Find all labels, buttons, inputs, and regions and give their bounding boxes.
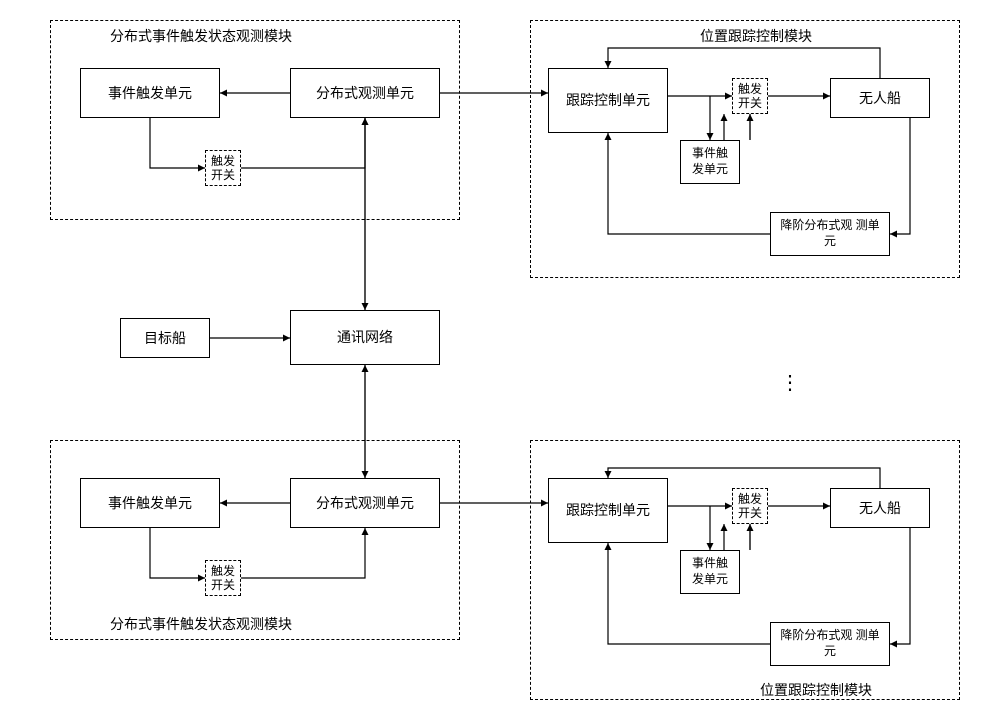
node-br-track: 跟踪控制单元 <box>548 478 668 543</box>
node-network: 通讯网络 <box>290 310 440 365</box>
node-bl-switch: 触发 开关 <box>205 560 241 596</box>
node-tr-usv: 无人船 <box>830 78 930 118</box>
title-top-right: 位置跟踪控制模块 <box>700 26 812 46</box>
module-bot-left <box>50 440 460 640</box>
title-bot-right: 位置跟踪控制模块 <box>760 680 872 700</box>
ellipsis: ⋮ <box>780 370 800 395</box>
node-br-usv: 无人船 <box>830 488 930 528</box>
node-tr-track: 跟踪控制单元 <box>548 68 668 133</box>
node-br-event: 事件触 发单元 <box>680 550 740 594</box>
node-tl-obs: 分布式观测单元 <box>290 68 440 118</box>
node-tr-robs: 降阶分布式观 测单元 <box>770 212 890 256</box>
module-top-right <box>530 20 960 278</box>
module-top-left <box>50 20 460 220</box>
node-tr-switch: 触发 开关 <box>732 78 768 114</box>
title-top-left: 分布式事件触发状态观测模块 <box>110 26 292 46</box>
node-tr-event: 事件触 发单元 <box>680 140 740 184</box>
node-bl-event: 事件触发单元 <box>80 478 220 528</box>
node-tl-switch: 触发 开关 <box>205 150 241 186</box>
node-bl-obs: 分布式观测单元 <box>290 478 440 528</box>
node-br-switch: 触发 开关 <box>732 488 768 524</box>
node-tl-event: 事件触发单元 <box>80 68 220 118</box>
node-br-robs: 降阶分布式观 测单元 <box>770 622 890 666</box>
node-target: 目标船 <box>120 318 210 358</box>
title-bot-left: 分布式事件触发状态观测模块 <box>110 614 292 634</box>
